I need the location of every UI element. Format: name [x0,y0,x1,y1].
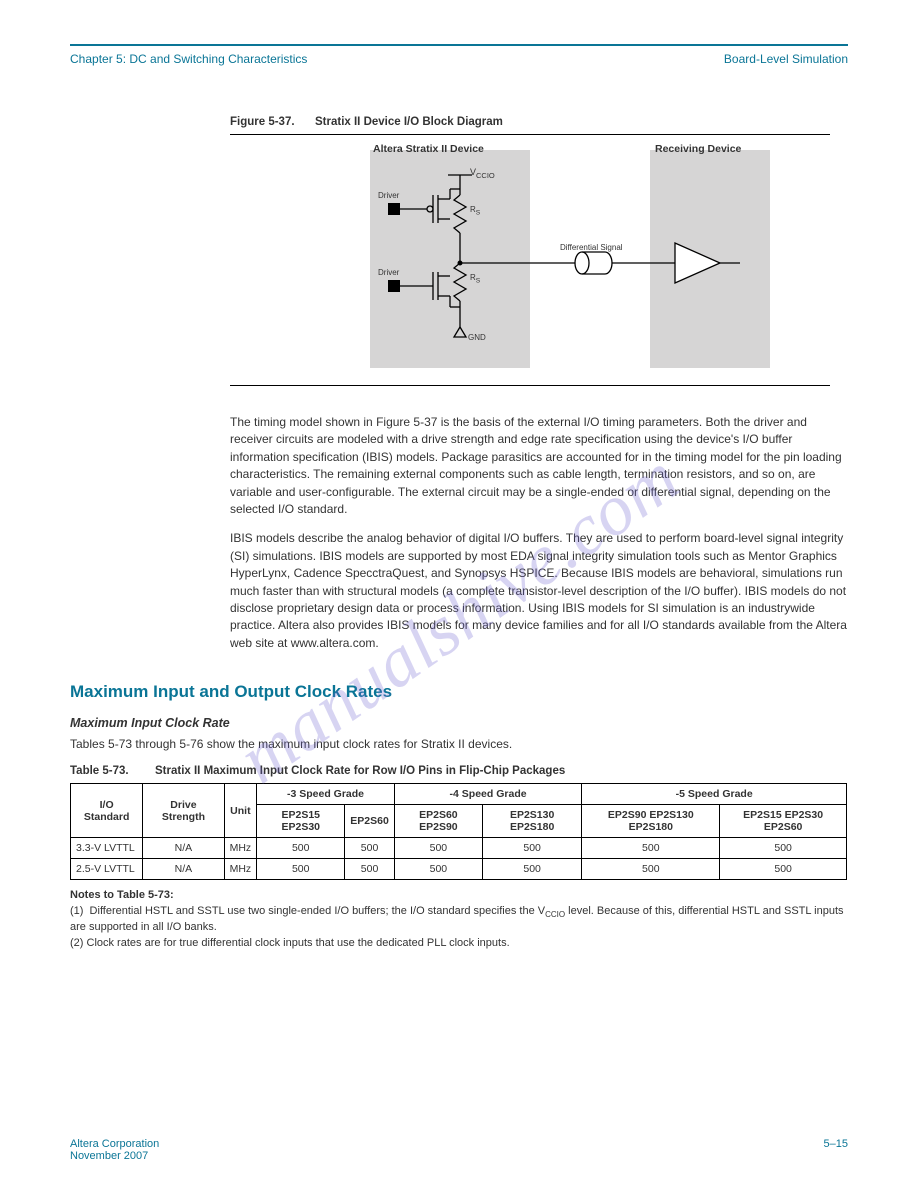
th-io-standard: I/O Standard [71,784,143,838]
paragraph-2: IBIS models describe the analog behavior… [230,530,848,652]
figure-title: Stratix II Device I/O Block Diagram [315,116,503,128]
th-grade-3: -3 Speed Grade [257,784,395,805]
note-heading: Notes to Table 5-73: [70,888,848,903]
header-left: Chapter 5: DC and Switching Characterist… [70,52,307,66]
th-pkg-d: EP2S130 EP2S180 [482,805,581,838]
note-1: (1) Differential HSTL and SSTL use two s… [70,904,848,936]
body-text-block: The timing model shown in Figure 5-37 is… [230,414,848,652]
page-header: Chapter 5: DC and Switching Characterist… [70,52,848,66]
gnd-label: GND [468,333,486,342]
section-subheading: Maximum Input Clock Rate [70,716,848,730]
table-number: Table 5-73. [70,765,155,777]
th-grade-5: -5 Speed Grade [582,784,847,805]
cell-v: 500 [482,859,581,880]
cell-v: 500 [720,859,847,880]
th-pkg-a: EP2S15 EP2S30 [257,805,345,838]
figure-number: Figure 5-37. [230,116,315,128]
rs-top-label: RS [470,205,480,217]
cell-v: 500 [257,859,345,880]
section-lead: Tables 5-73 through 5-76 show the maximu… [70,736,848,753]
cell-drive: N/A [143,838,224,859]
cell-drive: N/A [143,859,224,880]
cell-v: 500 [582,838,720,859]
circuit-svg [230,145,830,375]
th-pkg-e: EP2S90 EP2S130 EP2S180 [582,805,720,838]
page-footer: Altera Corporation November 2007 5–15 [70,1138,848,1162]
rs-bot-label: RS [470,273,480,285]
footer-left: Altera Corporation November 2007 [70,1138,159,1162]
cell-v: 500 [720,838,847,859]
cell-v: 500 [582,859,720,880]
footer-left-text: Altera Corporation [70,1138,159,1150]
cell-v: 500 [345,838,395,859]
cell-v: 500 [257,838,345,859]
header-right: Board-Level Simulation [724,52,848,66]
signal-label: Differential Signal [560,243,623,252]
note-2: (2) Clock rates are for true differentia… [70,936,848,951]
footer-right: 5–15 [824,1138,848,1162]
cell-unit: MHz [224,859,257,880]
cell-std: 2.5-V LVTTL [71,859,143,880]
table-header-row-1: I/O Standard Drive Strength Unit -3 Spee… [71,784,847,805]
driver-top-label: Driver [378,191,399,200]
th-drive-strength: Drive Strength [143,784,224,838]
th-pkg-c: EP2S60 EP2S90 [394,805,482,838]
cell-v: 500 [394,859,482,880]
section-block-2: Maximum Input and Output Clock Rates Max… [70,682,848,951]
vcc-label: VCCIO [470,167,495,180]
cell-v: 500 [482,838,581,859]
section-heading: Maximum Input and Output Clock Rates [70,682,848,702]
table-row: 3.3-V LVTTL N/A MHz 500 500 500 500 500 … [71,838,847,859]
footer-date: November 2007 [70,1150,148,1162]
figure-caption: Figure 5-37. Stratix II Device I/O Block… [230,116,848,128]
figure-rule-bottom [230,385,830,386]
th-pkg-f: EP2S15 EP2S30 EP2S60 [720,805,847,838]
th-pkg-b: EP2S60 [345,805,395,838]
table-title: Stratix II Maximum Input Clock Rate for … [155,765,565,777]
th-grade-4: -4 Speed Grade [394,784,581,805]
table-notes: Notes to Table 5-73: (1) Differential HS… [70,888,848,951]
figure-rule-top [230,134,830,135]
table-row: 2.5-V LVTTL N/A MHz 500 500 500 500 500 … [71,859,847,880]
cell-unit: MHz [224,838,257,859]
figure-diagram: Altera Stratix II Device Receiving Devic… [230,145,830,375]
th-unit: Unit [224,784,257,838]
clock-rate-table: I/O Standard Drive Strength Unit -3 Spee… [70,783,847,880]
cell-std: 3.3-V LVTTL [71,838,143,859]
driver-bot-label: Driver [378,268,399,277]
cell-v: 500 [345,859,395,880]
table-caption: Table 5-73. Stratix II Maximum Input Clo… [70,765,848,777]
header-rule [70,44,848,46]
paragraph-1: The timing model shown in Figure 5-37 is… [230,414,848,518]
cell-v: 500 [394,838,482,859]
